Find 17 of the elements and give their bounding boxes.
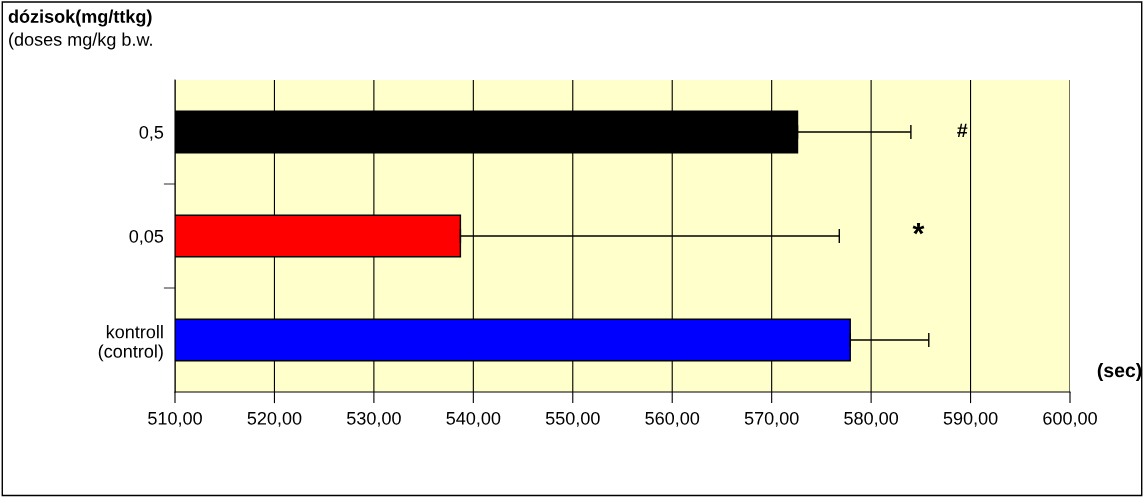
- x-tick-label: 520,00: [247, 411, 302, 427]
- x-tick-label: 570,00: [744, 411, 799, 427]
- y-tick-label: 0,5: [139, 125, 164, 141]
- annotation: #: [957, 123, 968, 138]
- y-axis-title: dózisok(mg/ttkg) (doses mg/kg b.w.: [8, 9, 152, 50]
- x-tick-label: 580,00: [844, 411, 899, 427]
- y-tick-label: 0,05: [129, 229, 164, 245]
- x-tick-label: 560,00: [645, 411, 700, 427]
- x-axis-title: (sec): [1097, 362, 1142, 382]
- annotation: *: [912, 222, 925, 235]
- x-tick-label: 600,00: [1043, 411, 1097, 427]
- x-tick-label: 530,00: [347, 411, 401, 427]
- y-tick-label: kontroll (control): [98, 325, 163, 362]
- x-tick-label: 510,00: [148, 411, 202, 427]
- x-tick-label: 550,00: [545, 411, 600, 427]
- x-tick-label: 590,00: [943, 411, 998, 427]
- x-tick-label: 540,00: [446, 411, 501, 427]
